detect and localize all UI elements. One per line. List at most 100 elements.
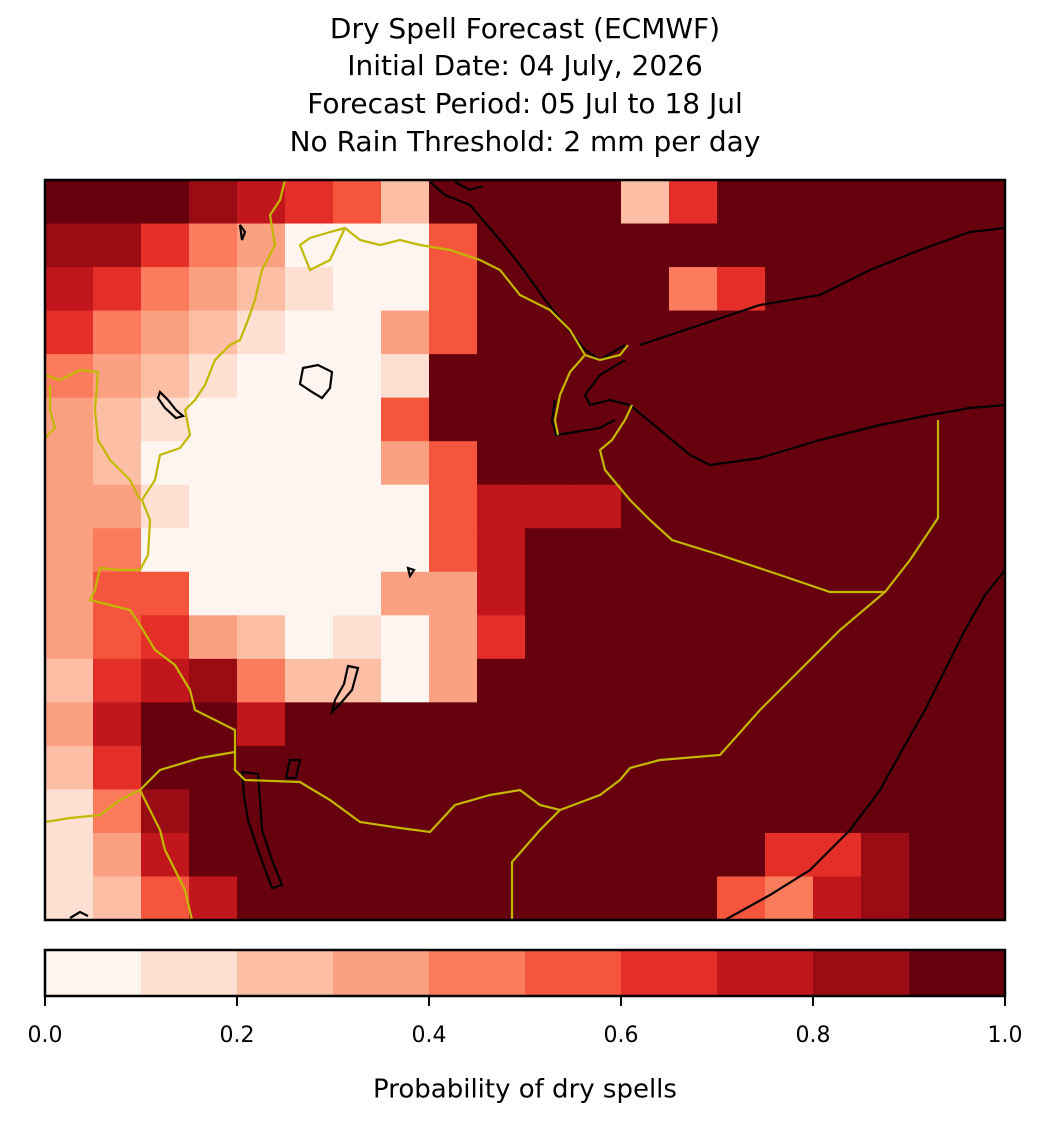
grid-cell [477, 484, 526, 529]
grid-cell [189, 528, 238, 573]
grid-cell [765, 789, 814, 834]
grid-cell [765, 267, 814, 312]
grid-cell [93, 832, 142, 877]
grid-cell [477, 745, 526, 790]
grid-cell [285, 571, 334, 616]
grid-cell [285, 702, 334, 747]
grid-cell [45, 484, 94, 529]
grid-cell [333, 702, 382, 747]
colorbar-tick-label: 1.0 [988, 1023, 1023, 1048]
grid-cell [333, 876, 382, 921]
grid-cell [285, 180, 334, 225]
country-border [88, 180, 940, 834]
grid-cell [381, 441, 430, 486]
grid-cell [429, 658, 478, 703]
grid-cell [909, 180, 958, 225]
grid-cell [909, 441, 958, 486]
grid-cell [717, 658, 766, 703]
grid-cell [765, 528, 814, 573]
colorbar-bin [237, 950, 334, 996]
grid-cell [573, 745, 622, 790]
grid-cell [477, 397, 526, 442]
coastline [429, 181, 626, 362]
grid-cell [669, 354, 718, 399]
colorbar-bin [909, 950, 1006, 996]
grid-cell [381, 528, 430, 573]
grid-cell [957, 702, 1006, 747]
grid-cell [813, 658, 862, 703]
grid-cell [765, 832, 814, 877]
grid-cell [669, 528, 718, 573]
map-subtitle: Initial Date: 04 July, 2026 [347, 49, 703, 82]
grid-cell [45, 528, 94, 573]
grid-cell [189, 615, 238, 660]
grid-cell [621, 267, 670, 312]
grid-cell [477, 615, 526, 660]
grid-cell [717, 876, 766, 921]
grid-cell [381, 615, 430, 660]
grid-cell [573, 267, 622, 312]
grid-cell [333, 789, 382, 834]
grid-cell [717, 832, 766, 877]
grid-cell [285, 310, 334, 355]
grid-cell [669, 223, 718, 268]
grid-cell [525, 658, 574, 703]
grid-cell [141, 789, 190, 834]
grid-cell [93, 223, 142, 268]
grid-cell [765, 745, 814, 790]
grid-cell [285, 789, 334, 834]
grid-cell [669, 876, 718, 921]
grid-cell [717, 397, 766, 442]
grid-cell [525, 702, 574, 747]
colorbar-bin [813, 950, 910, 996]
grid-cell [141, 354, 190, 399]
grid-cell [429, 397, 478, 442]
grid-cell [189, 658, 238, 703]
grid-cell [669, 180, 718, 225]
grid-cell [141, 267, 190, 312]
grid-cell [189, 702, 238, 747]
grid-cell [477, 180, 526, 225]
grid-cell [333, 658, 382, 703]
grid-cell [957, 615, 1006, 660]
grid-cell [381, 571, 430, 616]
grid-cell [285, 528, 334, 573]
grid-cell [333, 267, 382, 312]
grid-cell [237, 702, 286, 747]
coastline [550, 399, 616, 437]
grid-cell [237, 876, 286, 921]
grid-cell [93, 876, 142, 921]
grid-cell [957, 832, 1006, 877]
grid-cell [717, 484, 766, 529]
grid-cell [333, 397, 382, 442]
grid-cell [141, 832, 190, 877]
grid-cell [189, 180, 238, 225]
grid-cell [621, 223, 670, 268]
grid-cell [621, 180, 670, 225]
grid-cell [861, 876, 910, 921]
grid-cell [333, 441, 382, 486]
grid-cell [525, 745, 574, 790]
grid-cell [765, 702, 814, 747]
grid-cell [765, 354, 814, 399]
country-border [298, 226, 629, 362]
grid-cell [861, 310, 910, 355]
grid-cell [237, 528, 286, 573]
grid-cell [141, 310, 190, 355]
grid-cell [141, 702, 190, 747]
country-border [553, 354, 586, 436]
grid-cell [93, 180, 142, 225]
colorbar-frame [43, 948, 1007, 998]
grid-cell [93, 658, 142, 703]
grid-cell [285, 615, 334, 660]
grid-cell [861, 223, 910, 268]
grid-cell [45, 789, 94, 834]
grid-cell [861, 441, 910, 486]
grid-cell [957, 397, 1006, 442]
map-frame [43, 178, 1007, 922]
grid-cell [717, 571, 766, 616]
lake [298, 363, 334, 400]
grid-cell [621, 876, 670, 921]
coastline [639, 226, 1005, 347]
grid-cell [909, 658, 958, 703]
